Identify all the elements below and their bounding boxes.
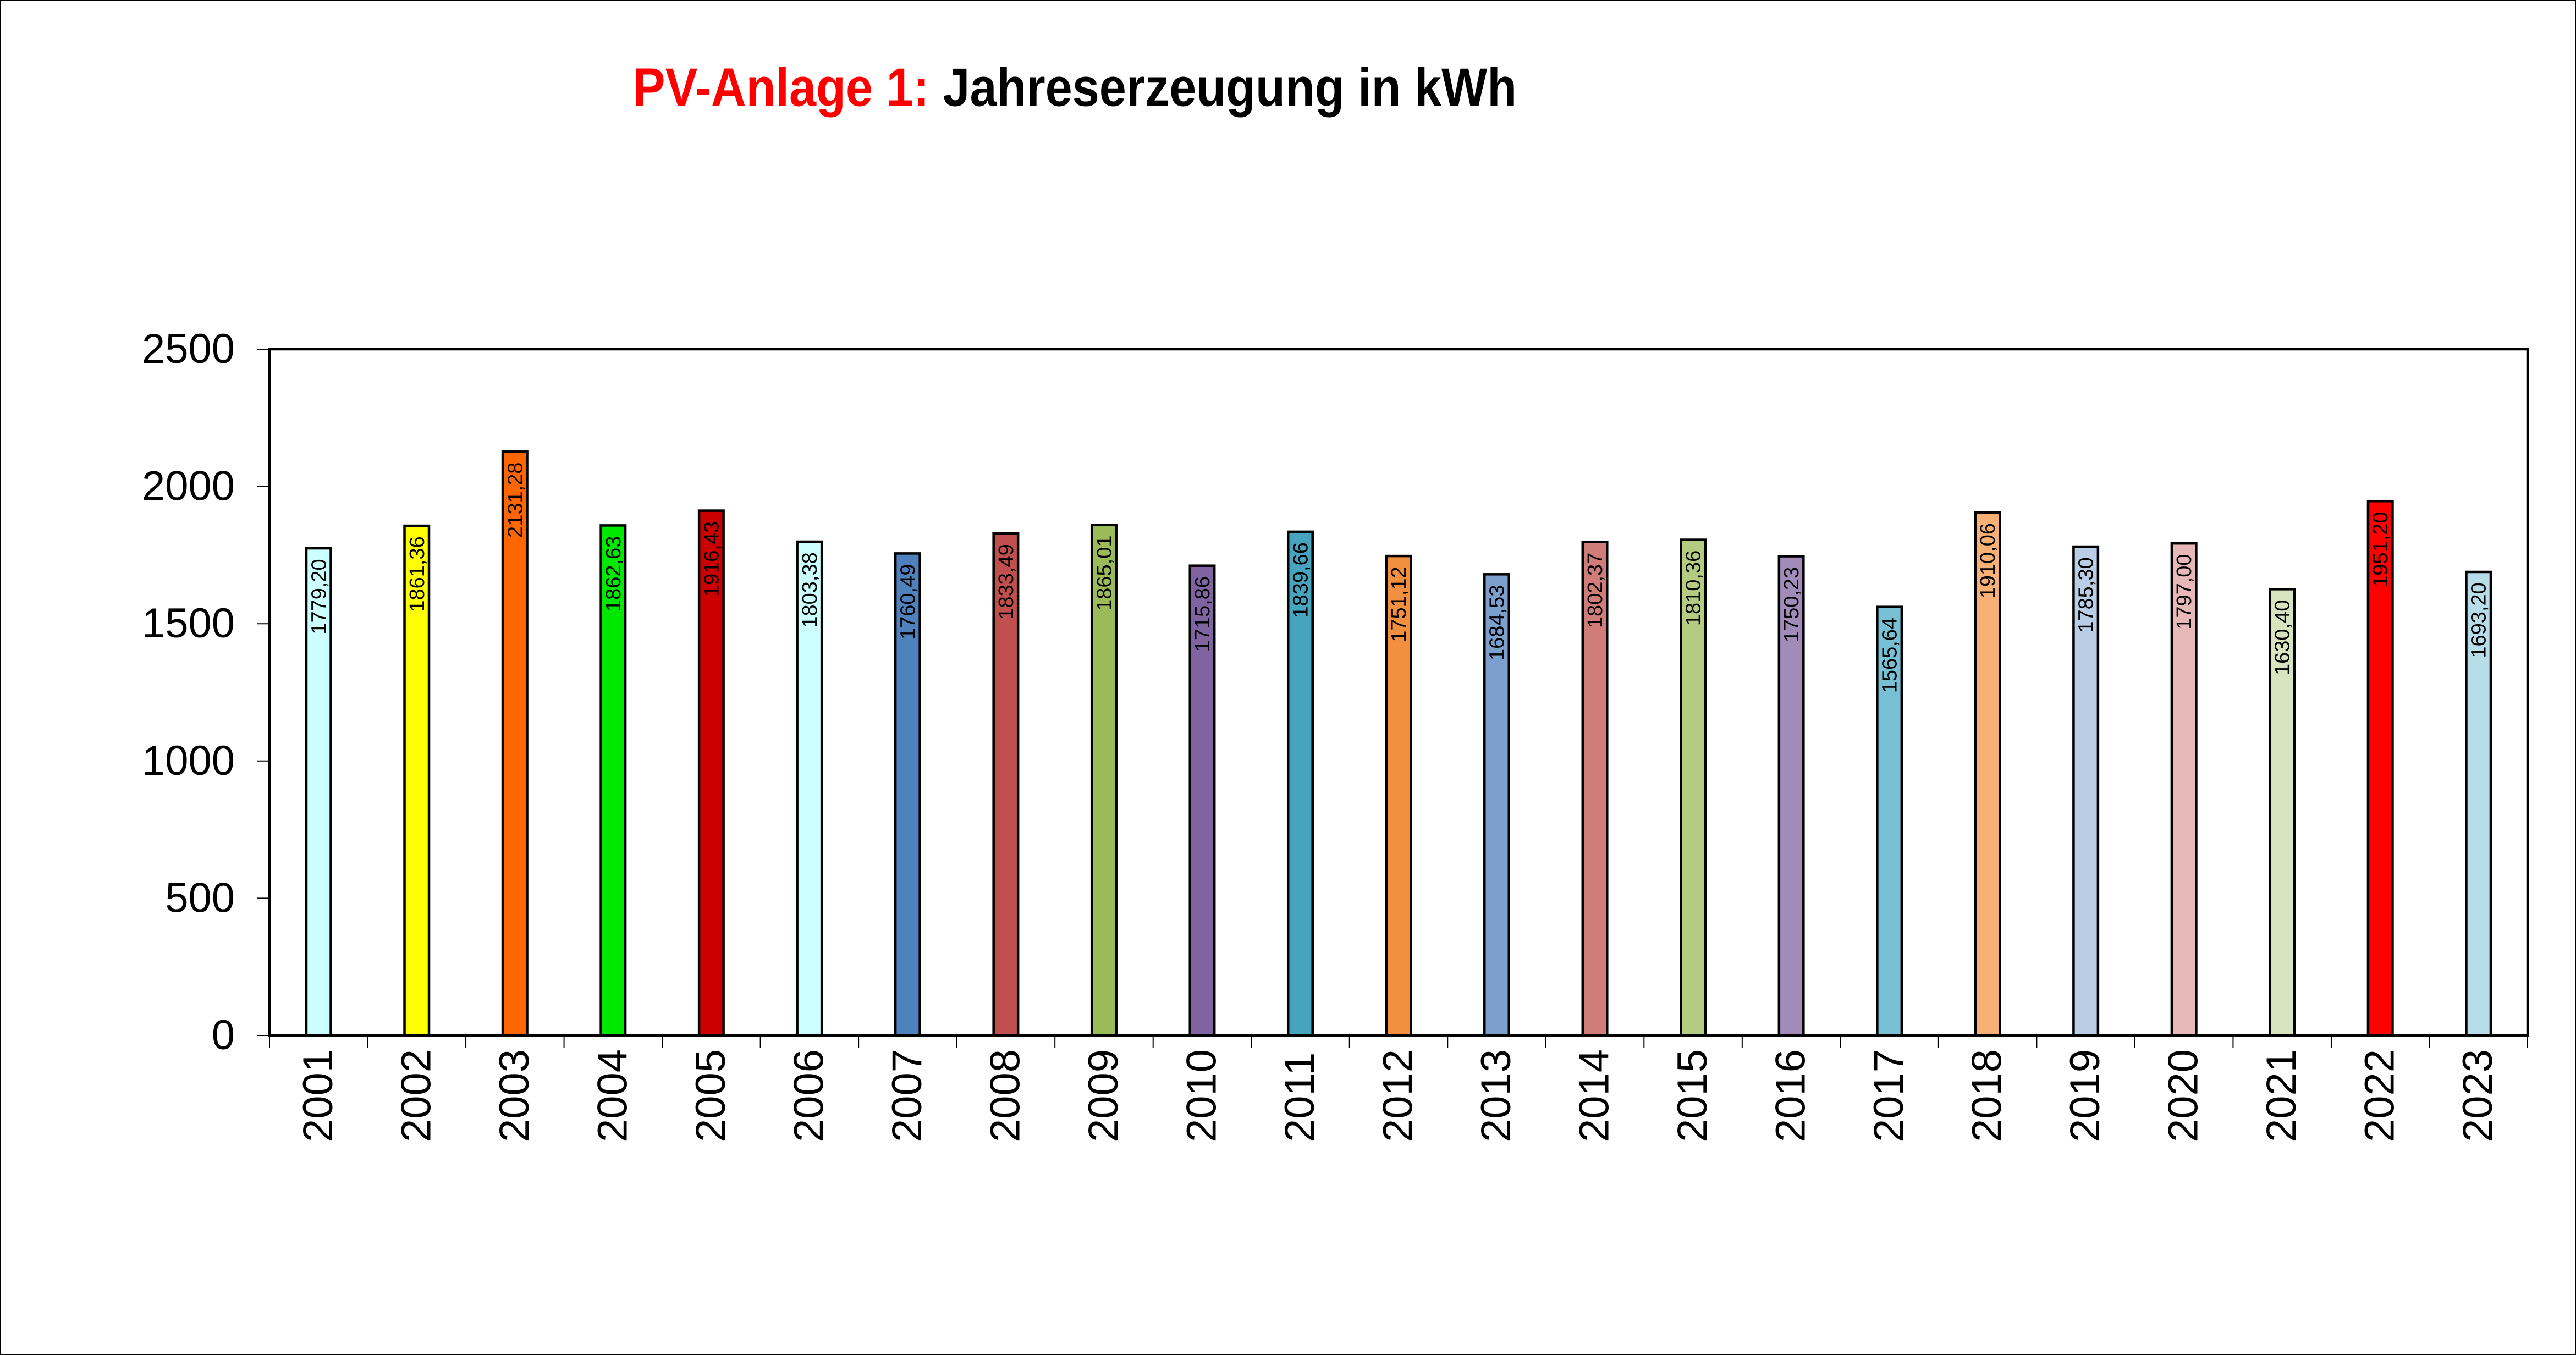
svg-text:1865,01: 1865,01 xyxy=(1093,535,1116,610)
svg-text:2022: 2022 xyxy=(2357,1049,2403,1142)
svg-text:1862,63: 1862,63 xyxy=(602,536,625,612)
svg-text:2019: 2019 xyxy=(2062,1049,2109,1142)
svg-text:2009: 2009 xyxy=(1080,1049,1127,1142)
svg-text:2013: 2013 xyxy=(1473,1049,1520,1142)
svg-text:2004: 2004 xyxy=(589,1049,636,1142)
svg-text:2000: 2000 xyxy=(142,463,235,510)
svg-text:2012: 2012 xyxy=(1375,1049,1422,1142)
svg-text:1715,86: 1715,86 xyxy=(1191,576,1214,652)
svg-text:PV-Anlage 1: Jahreserzeugung i: PV-Anlage 1: Jahreserzeugung in kWh xyxy=(633,57,1517,117)
svg-text:1500: 1500 xyxy=(142,600,235,647)
svg-text:2008: 2008 xyxy=(982,1049,1028,1142)
svg-text:1797,00: 1797,00 xyxy=(2173,554,2196,629)
svg-text:2020: 2020 xyxy=(2160,1049,2207,1142)
svg-text:2015: 2015 xyxy=(1669,1049,1716,1142)
svg-text:1861,36: 1861,36 xyxy=(406,536,429,612)
svg-text:2010: 2010 xyxy=(1178,1049,1225,1142)
svg-text:1565,64: 1565,64 xyxy=(1879,618,1902,693)
svg-text:2006: 2006 xyxy=(785,1049,832,1142)
svg-text:1839,66: 1839,66 xyxy=(1289,542,1312,618)
svg-text:500: 500 xyxy=(165,874,235,921)
svg-text:1785,30: 1785,30 xyxy=(2075,557,2098,632)
svg-text:1810,36: 1810,36 xyxy=(1682,550,1705,626)
svg-text:1693,20: 1693,20 xyxy=(2468,582,2491,658)
svg-text:1802,37: 1802,37 xyxy=(1584,553,1607,628)
svg-text:2007: 2007 xyxy=(884,1049,931,1142)
svg-text:1803,38: 1803,38 xyxy=(799,552,822,627)
svg-text:2023: 2023 xyxy=(2454,1049,2501,1142)
svg-text:1630,40: 1630,40 xyxy=(2271,600,2294,675)
svg-text:2003: 2003 xyxy=(491,1049,538,1142)
svg-text:1760,49: 1760,49 xyxy=(896,564,920,640)
svg-text:0: 0 xyxy=(212,1012,235,1059)
svg-text:1951,20: 1951,20 xyxy=(2369,511,2392,587)
svg-text:2002: 2002 xyxy=(393,1049,439,1142)
svg-text:2131,28: 2131,28 xyxy=(504,462,527,538)
svg-text:2014: 2014 xyxy=(1571,1049,1618,1142)
svg-text:1779,20: 1779,20 xyxy=(307,559,331,634)
svg-text:1684,53: 1684,53 xyxy=(1486,585,1509,660)
svg-text:1000: 1000 xyxy=(142,737,235,784)
svg-text:2017: 2017 xyxy=(1865,1049,1912,1142)
svg-text:2018: 2018 xyxy=(1964,1049,2011,1142)
svg-text:2001: 2001 xyxy=(295,1049,342,1142)
svg-text:2005: 2005 xyxy=(687,1049,734,1142)
svg-text:2021: 2021 xyxy=(2258,1049,2305,1142)
svg-text:1750,23: 1750,23 xyxy=(1780,567,1803,642)
svg-text:2011: 2011 xyxy=(1276,1053,1323,1142)
svg-text:1910,06: 1910,06 xyxy=(1977,523,2000,598)
svg-text:1751,12: 1751,12 xyxy=(1388,566,1411,642)
svg-text:2016: 2016 xyxy=(1768,1049,1814,1142)
svg-text:2500: 2500 xyxy=(142,326,235,372)
svg-text:1916,43: 1916,43 xyxy=(700,521,723,597)
svg-text:1833,49: 1833,49 xyxy=(995,544,1018,619)
